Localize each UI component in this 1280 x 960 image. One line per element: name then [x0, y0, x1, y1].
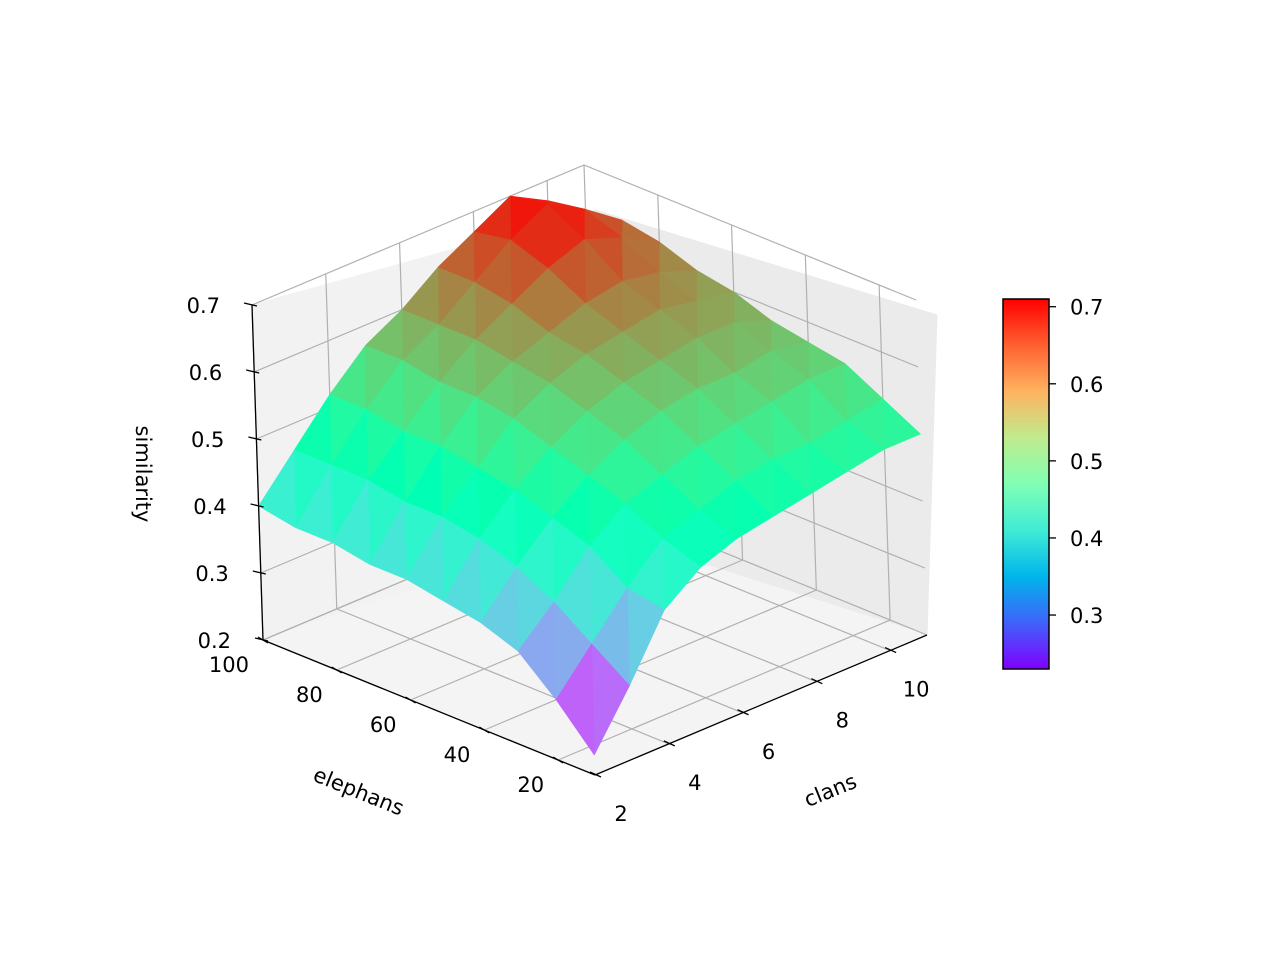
- elephans-tick-label: 60: [370, 713, 397, 737]
- z-tick-mark: [250, 503, 264, 508]
- colorbar-tick-label: 0.4: [1070, 527, 1103, 551]
- z-tick-label: 0.7: [187, 294, 220, 318]
- elephans-axis-ticks: 20 40 60 80 100: [209, 636, 564, 797]
- elephans-tick-mark: [405, 696, 416, 704]
- z-tick-label: 0.5: [191, 428, 224, 452]
- elephans-tick-label: 20: [517, 773, 544, 797]
- z-tick-label: 0.4: [193, 495, 226, 519]
- elephans-tick-label: 80: [296, 683, 323, 707]
- z-tick-mark: [246, 369, 260, 374]
- surface-facet: [443, 538, 482, 624]
- surface-facet: [517, 601, 557, 701]
- elephans-tick-mark: [257, 636, 269, 644]
- elephans-tick-label: 100: [209, 653, 249, 677]
- colorbar-tick-label: 0.5: [1070, 450, 1103, 474]
- surface-facet: [369, 501, 407, 580]
- z-tick-label: 0.6: [189, 361, 222, 385]
- clans-tick-mark: [884, 646, 897, 654]
- colorbar-tick-label: 0.3: [1070, 604, 1103, 628]
- clans-tick-mark: [589, 771, 602, 778]
- surface-facet: [406, 516, 445, 602]
- elephans-axis-label: elephans: [310, 763, 407, 821]
- z-tick-mark: [252, 570, 266, 575]
- axis-lines: [251, 304, 928, 776]
- clans-tick-mark: [737, 709, 749, 716]
- surface-facet: [258, 449, 297, 529]
- colorbar: 0.3 0.4 0.5 0.6 0.7: [1002, 296, 1103, 670]
- elephans-tick-mark: [552, 756, 564, 764]
- surface-facet: [295, 464, 333, 544]
- clans-tick-label: 4: [688, 771, 701, 795]
- z-axis-ticks: 0.2 0.3 0.4 0.5 0.6 0.7: [187, 294, 269, 653]
- colorbar-ticks: 0.3 0.4 0.5 0.6 0.7: [1049, 296, 1103, 628]
- surface-mesh: [258, 195, 921, 756]
- colorbar-tick-label: 0.6: [1070, 373, 1103, 397]
- z-tick-mark: [248, 436, 262, 441]
- z-axis-line: [251, 304, 264, 641]
- surface-facet: [480, 566, 519, 652]
- elephans-tick-mark: [478, 726, 490, 734]
- z-tick-mark: [243, 302, 258, 307]
- clans-axis-line: [594, 634, 928, 776]
- grid-line: [557, 284, 891, 761]
- colorbar-gradient: [1002, 298, 1050, 670]
- elephans-tick-label: 40: [444, 743, 471, 767]
- z-tick-label: 0.2: [198, 629, 231, 653]
- elephans-axis-line: [262, 639, 596, 776]
- clans-axis-label: clans: [801, 769, 861, 812]
- clans-tick-label: 2: [614, 802, 627, 826]
- z-tick-label: 0.3: [195, 562, 228, 586]
- clans-axis-ticks: 2 4 6 8 10: [589, 646, 930, 826]
- elephans-tick-mark: [331, 666, 343, 674]
- clans-tick-mark: [663, 740, 676, 747]
- clans-tick-mark: [811, 678, 823, 685]
- surface-facet: [555, 643, 595, 756]
- clans-tick-label: 6: [762, 740, 775, 764]
- surface-facet: [332, 479, 371, 565]
- colorbar-tick-label: 0.7: [1070, 296, 1103, 320]
- clans-tick-label: 8: [836, 709, 849, 733]
- clans-tick-label: 10: [903, 678, 930, 702]
- z-axis-label: similarity: [131, 426, 155, 523]
